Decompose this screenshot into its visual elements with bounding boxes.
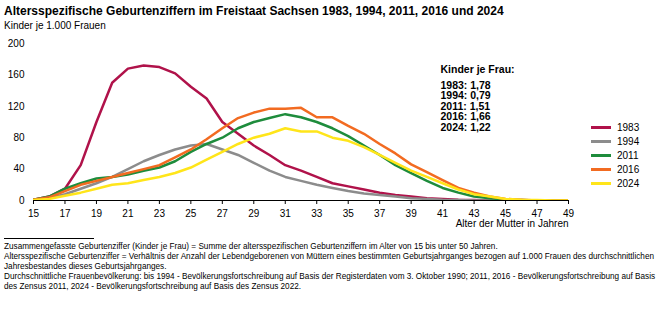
svg-text:43: 43 [468,207,480,219]
svg-text:Alter der Mutter in Jahren: Alter der Mutter in Jahren [456,218,569,229]
svg-text:49: 49 [562,207,575,219]
svg-text:25: 25 [185,208,197,219]
svg-text:Kinder je Frau:: Kinder je Frau: [441,63,515,75]
svg-text:200: 200 [8,38,25,49]
svg-text:1983: 1,781994: 0,792011: 1,51: 1983: 1,781994: 0,792011: 1,512016: 1,66… [441,79,491,133]
html-text:2024: 2024 [617,178,640,189]
html-text:1983: 1983 [617,122,640,133]
svg-text:35: 35 [343,208,355,219]
svg-text:120: 120 [8,101,25,112]
svg-text:80: 80 [13,132,25,143]
svg-text:40: 40 [13,163,25,174]
svg-text:29: 29 [248,208,260,219]
html-text:Altersspezifische Geburtenziff: Altersspezifische Geburtenziffer = Verhä… [4,252,654,271]
html-text:Zusammengefasste Geburtenziffe: Zusammengefasste Geburtenziffer (Kinder … [4,242,498,251]
svg-text:37: 37 [374,208,386,219]
html-text:Durchschnittliche Frauenbevölk: Durchschnittliche Frauenbevölkerung: bis… [4,272,656,291]
svg-text:15: 15 [28,208,40,219]
svg-text:160: 160 [8,69,25,80]
svg-text:39: 39 [406,208,418,219]
html-text:1994: 1994 [617,136,640,147]
svg-text:21: 21 [122,208,134,219]
svg-text:27: 27 [217,208,229,219]
svg-text:0: 0 [19,195,25,206]
svg-text:45: 45 [500,207,512,219]
html-text:2016: 2016 [617,164,640,175]
svg-text:41: 41 [437,208,449,219]
svg-text:33: 33 [311,208,323,219]
html-text:2011: 2011 [617,150,639,161]
html-text:Kinder je 1.000 Frauen: Kinder je 1.000 Frauen [4,20,106,31]
svg-text:47: 47 [531,207,543,219]
svg-text:31: 31 [280,208,292,219]
svg-text:17: 17 [59,208,71,219]
svg-text:19: 19 [91,208,103,219]
html-text:Altersspezifische Geburtenziff: Altersspezifische Geburtenziffern im Fre… [4,4,504,18]
svg-text:23: 23 [154,208,166,219]
